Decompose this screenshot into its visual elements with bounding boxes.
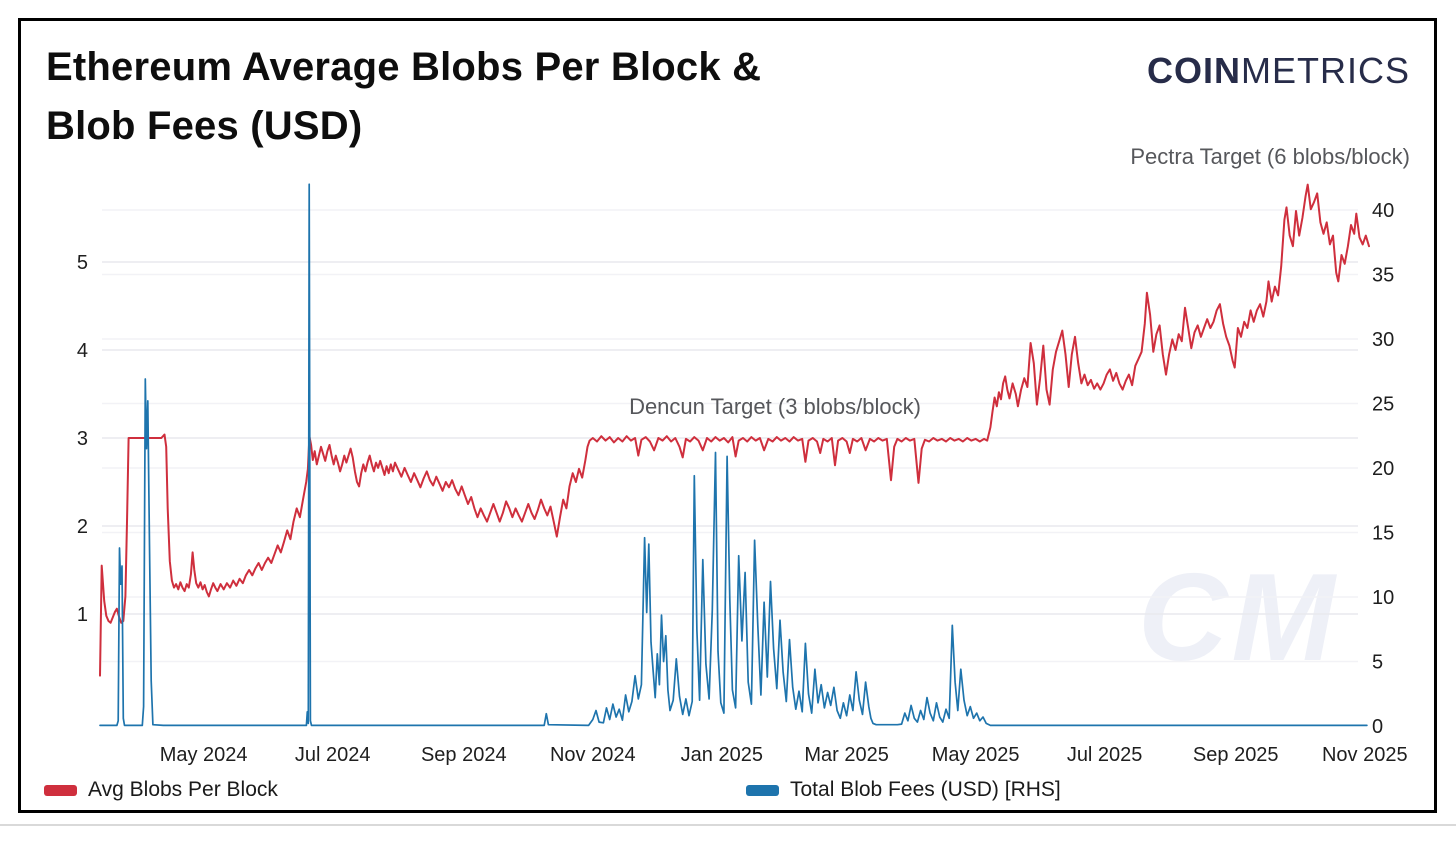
logo-coin-text: COIN [1147,50,1241,91]
x-axis-tick-label: Nov 2025 [1322,744,1408,766]
legend-item-blob-fees: Total Blob Fees (USD) [RHS] [746,778,1061,802]
title-line-1: Ethereum Average Blobs Per Block & [46,45,762,89]
chart-border-frame [18,18,1437,813]
left-axis-tick-label: 4 [77,340,88,362]
right-axis-tick-label: 5 [1372,652,1383,674]
right-axis-tick-label: 30 [1372,329,1394,351]
right-axis-tick-label: 20 [1372,458,1394,480]
right-axis-tick-label: 25 [1372,394,1394,416]
series-line-blob-fees [99,183,1368,727]
x-axis-tick-label: May 2025 [932,744,1020,766]
right-axis-tick-label: 15 [1372,523,1394,545]
right-axis-tick-label: 10 [1372,587,1394,609]
legend-label-blob-fees: Total Blob Fees (USD) [RHS] [790,778,1061,801]
x-axis-tick-label: Sep 2024 [421,744,507,766]
coinmetrics-logo: COINMETRICS [1147,50,1410,92]
page-title: Ethereum Average Blobs Per Block & Blob F… [46,38,761,156]
right-axis-tick-label: 40 [1372,200,1394,222]
legend-item-avg-blobs: Avg Blobs Per Block [44,778,278,802]
left-axis-tick-label: 5 [77,252,88,274]
pectra-target-annotation: Pectra Target (6 blobs/block) [1130,144,1410,169]
x-axis-tick-label: May 2024 [160,744,248,766]
left-axis-tick-label: 1 [77,604,88,626]
x-axis-tick-label: Jul 2024 [295,744,371,766]
legend-swatch-blue [746,784,779,796]
legend-swatch-red [44,784,77,796]
x-axis-tick-label: Nov 2024 [550,744,636,766]
right-axis-tick-label: 0 [1372,716,1383,738]
legend-label-avg-blobs: Avg Blobs Per Block [88,778,278,801]
x-axis-tick-label: Mar 2025 [804,744,889,766]
page-divider [0,824,1456,826]
x-axis-tick-label: Jul 2025 [1067,744,1143,766]
title-line-2: Blob Fees (USD) [46,104,363,148]
left-axis-tick-label: 3 [77,428,88,450]
coinmetrics-watermark: CM [1138,549,1339,687]
right-axis-tick-label: 35 [1372,265,1394,287]
series-line-avg-blobs [99,183,1370,677]
left-axis-tick-label: 2 [77,516,88,538]
x-axis-tick-label: Jan 2025 [681,744,763,766]
logo-metrics-text: METRICS [1241,50,1410,91]
dencun-target-annotation: Dencun Target (3 blobs/block) [629,394,921,419]
x-axis-tick-label: Sep 2025 [1193,744,1279,766]
